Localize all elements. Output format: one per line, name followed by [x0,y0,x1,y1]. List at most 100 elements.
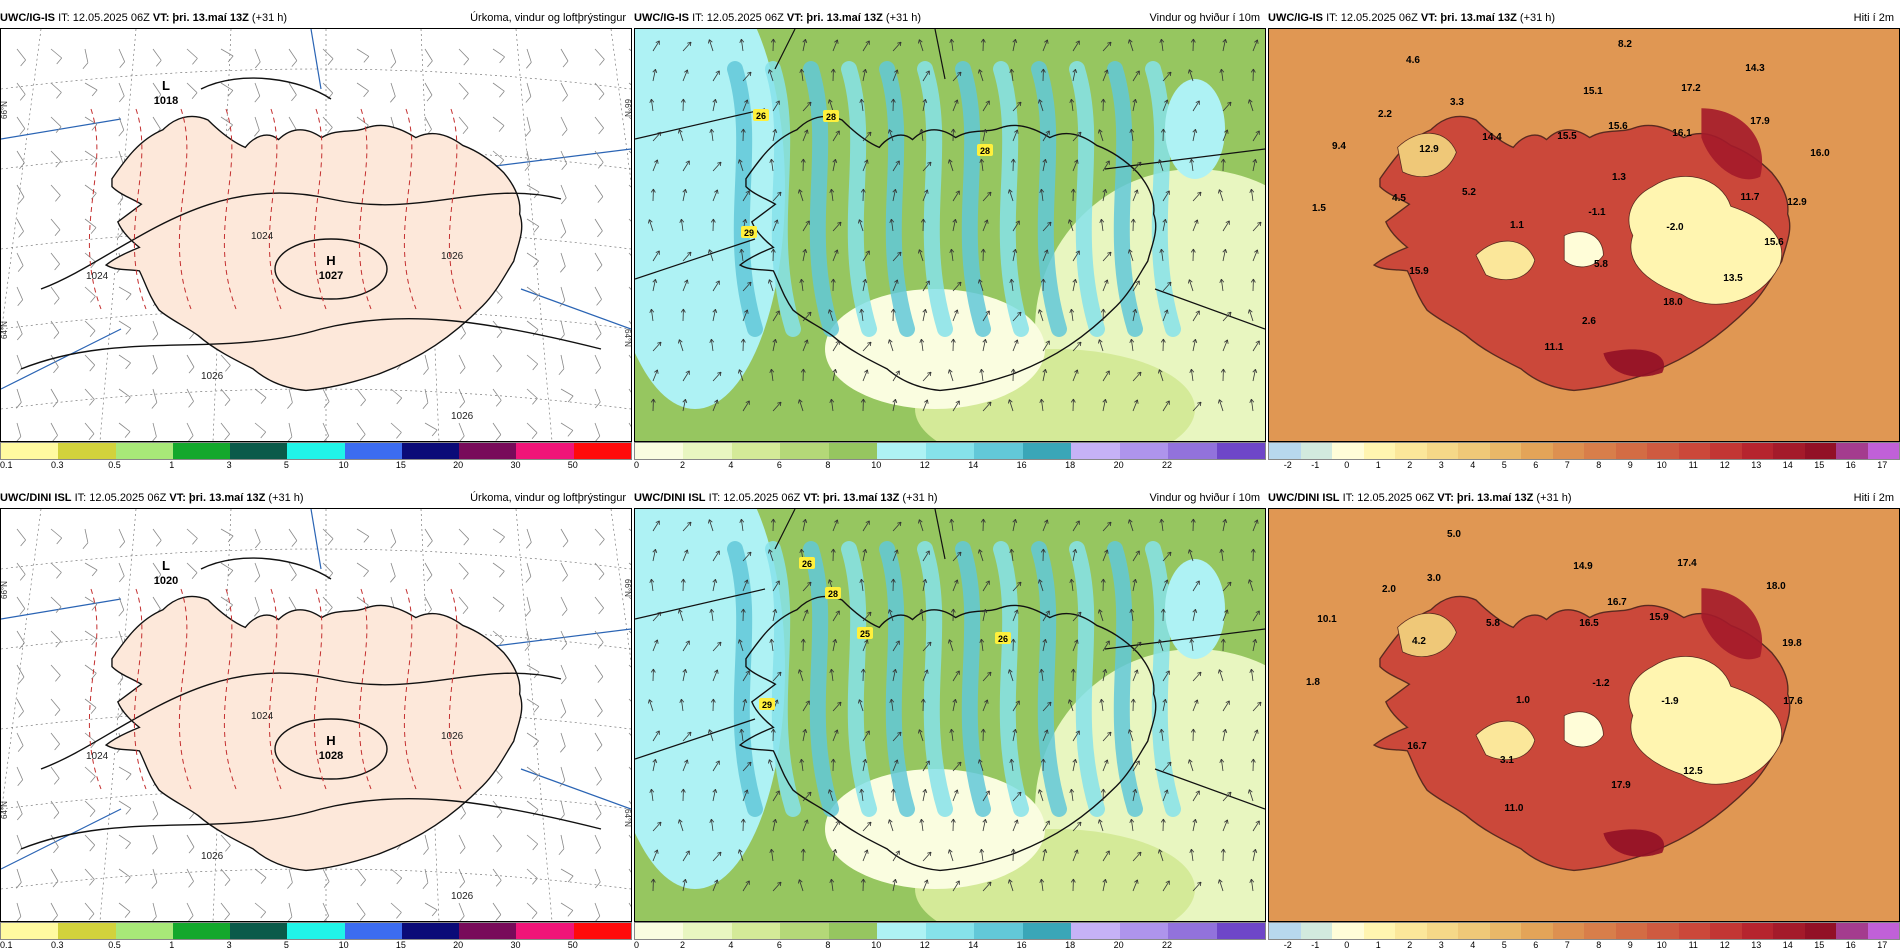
colorbar-tick: 7 [1565,940,1570,950]
colorbar-swatch [974,443,1022,459]
colorbar-tick: 0.3 [51,940,64,950]
wind-colorbar [634,922,1266,940]
precip-colorbar [0,922,632,940]
colorbar-swatch [1490,443,1522,459]
colorbar-swatch [1427,923,1459,939]
temperature-label: 1.8 [1306,677,1320,688]
temperature-label: 12.9 [1787,197,1807,208]
colorbar-tick: 6 [777,940,782,950]
colorbar-swatch [732,443,780,459]
latitude-label: 64°N [1,801,9,819]
colorbar-swatch [1364,443,1396,459]
temperature-label: -2.0 [1666,222,1684,233]
init-time: IT: 12.05.2025 06Z [692,12,784,24]
colorbar-swatch [1217,443,1265,459]
colorbar-swatch [1458,923,1490,939]
temperature-label: -1.2 [1592,678,1610,689]
colorbar-tick: 2 [680,460,685,470]
colorbar-swatch [1773,443,1805,459]
gust-label: 28 [826,112,836,122]
valid-time: VT: þri. 13.maí 13Z [169,492,265,504]
panel-title: Hiti í 2m [1854,8,1894,28]
colorbar-tick: 2 [1407,940,1412,950]
gust-label: 26 [998,634,1008,644]
colorbar-swatch [829,443,877,459]
temperature-label: 14.3 [1745,63,1765,74]
pressure-value: 1020 [154,575,178,587]
colorbar-tick: 13 [1751,460,1761,470]
temperature-label: 18.0 [1663,297,1683,308]
colorbar-swatch [459,443,516,459]
colorbar-tick: 7 [1565,460,1570,470]
colorbar-swatch [1584,923,1616,939]
colorbar-tick: 8 [825,460,830,470]
temp-colorbar-ticks: -2-101234567891011121314151617181920 [1268,460,1900,472]
temperature-label: 16.0 [1810,148,1830,159]
colorbar-tick: 3 [1439,940,1444,950]
colorbar-tick: 17 [1877,940,1887,950]
colorbar-tick: 1 [1376,940,1381,950]
colorbar-swatch [635,923,683,939]
isobar-label: 1024 [86,751,109,762]
colorbar-swatch [1742,443,1774,459]
colorbar-swatch [829,923,877,939]
model-name: UWC/DINI ISL [634,492,706,504]
colorbar-swatch [1395,443,1427,459]
colorbar-tick: 14 [968,460,978,470]
colorbar-tick: 15 [1814,940,1824,950]
colorbar-swatch [173,443,230,459]
colorbar-swatch [1836,443,1868,459]
temperature-label: 18.0 [1766,581,1786,592]
colorbar-swatch [1168,443,1216,459]
low-pressure-letter: L [162,558,170,573]
colorbar-swatch [574,923,631,939]
panel-r1-temp: UWC/IG-IS IT: 12.05.2025 06Z VT: þri. 13… [1268,8,1900,468]
lead-time: (+31 h) [886,12,921,24]
colorbar-tick: 2 [1407,460,1412,470]
init-time: IT: 12.05.2025 06Z [75,492,167,504]
colorbar-tick: 0.3 [51,460,64,470]
panel-title: Úrkoma, vindur og loftþrýstingur [470,8,626,28]
colorbar-tick: 18 [1065,940,1075,950]
temperature-label: 8.2 [1618,39,1632,50]
colorbar-tick: 14 [1783,940,1793,950]
colorbar-tick: 1 [1376,460,1381,470]
temperature-label: 15.6 [1608,121,1628,132]
colorbar-tick: 3 [1439,460,1444,470]
colorbar-tick: 12 [1720,940,1730,950]
colorbar-tick: 0.1 [0,460,13,470]
colorbar-tick: 3 [227,460,232,470]
colorbar-tick: -1 [1311,460,1319,470]
latitude-label: 64°N [623,809,631,827]
colorbar-swatch [1395,923,1427,939]
colorbar-tick: 30 [510,460,520,470]
colorbar-swatch [173,923,230,939]
colorbar-swatch [1773,923,1805,939]
colorbar-swatch [1616,443,1648,459]
colorbar-swatch [1023,443,1071,459]
colorbar-tick: 10 [339,460,349,470]
high-pressure-letter: H [326,253,335,268]
colorbar-swatch [1071,443,1119,459]
colorbar-tick: -1 [1311,940,1319,950]
panel-title: Vindur og hviður í 10m [1150,488,1260,508]
temperature-label: 17.4 [1677,558,1697,569]
colorbar-swatch [58,443,115,459]
temperature-label: 2.2 [1378,109,1392,120]
colorbar-tick: 10 [1657,940,1667,950]
valid-time: VT: þri. 13.maí 13Z [787,12,883,24]
colorbar-swatch [732,923,780,939]
colorbar-swatch [116,923,173,939]
temperature-label: 4.2 [1412,636,1426,647]
colorbar-tick: 5 [284,460,289,470]
colorbar-tick: 22 [1162,940,1172,950]
colorbar-swatch [516,923,573,939]
temperature-label: 15.6 [1764,237,1784,248]
